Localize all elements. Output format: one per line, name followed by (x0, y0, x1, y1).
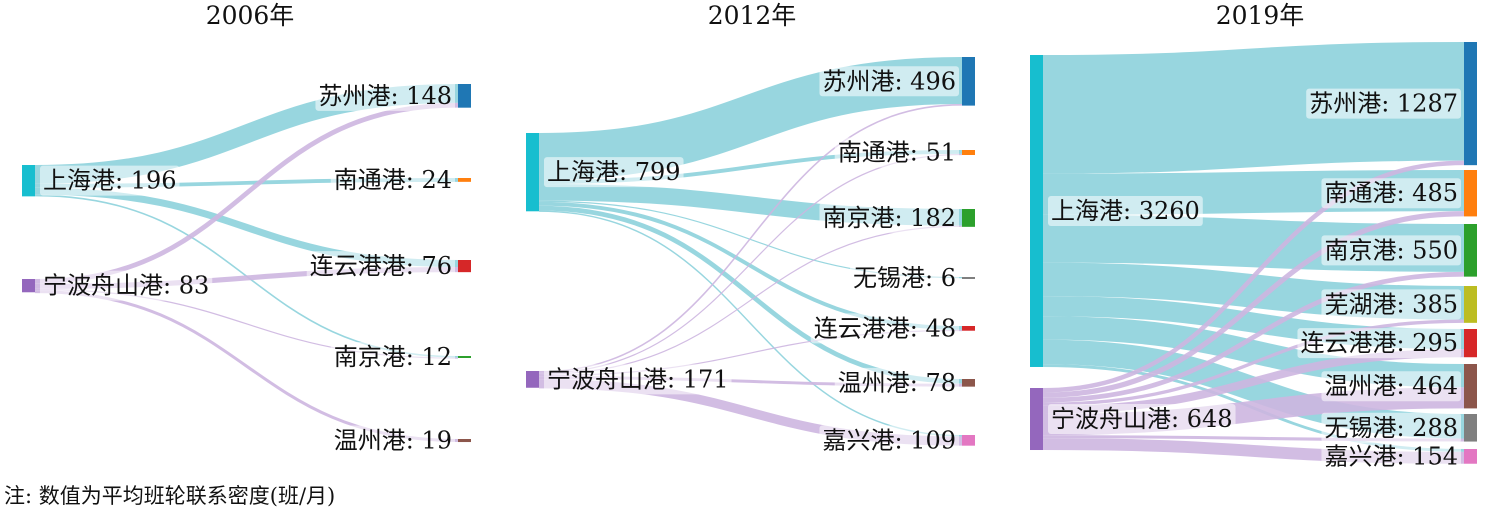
node-label-bg (544, 157, 684, 188)
node-label-bg (834, 137, 959, 168)
node-label-bg (1321, 178, 1461, 209)
node-bar (962, 326, 975, 331)
node-label-bg (40, 165, 180, 196)
node-label: 宁波舟山港: 171 (547, 365, 729, 393)
node-bar (1464, 170, 1477, 217)
node-label: 南通港: 51 (838, 138, 956, 166)
node-bar (1030, 55, 1043, 367)
node-bar (526, 371, 539, 388)
node-label: 连云港港: 48 (814, 314, 956, 342)
node-label: 嘉兴港: 154 (1324, 442, 1458, 470)
node-bar (458, 260, 471, 273)
node-label-bg (1048, 404, 1236, 435)
node-label-bg (1321, 371, 1461, 402)
sankey-link (1042, 160, 1465, 393)
panel-title: 2012年 (708, 1, 797, 30)
sankey-link (538, 104, 963, 373)
node-bar (1464, 42, 1477, 166)
node-label-bg (315, 80, 455, 111)
node-label: 无锡港: 288 (1324, 414, 1458, 442)
node-label: 无锡港: 6 (853, 264, 956, 292)
node-bar (1030, 388, 1043, 451)
node-label-bg (544, 364, 732, 395)
node-label: 温州港: 19 (334, 427, 452, 455)
panel-title: 2006年 (206, 1, 295, 30)
sankey-link (538, 225, 963, 375)
node-bar (962, 277, 975, 279)
node-label: 芜湖港: 385 (1324, 290, 1458, 318)
node-label: 上海港: 3260 (1051, 197, 1200, 225)
node-label-bg (819, 202, 959, 233)
node-bar (1464, 286, 1477, 323)
node-label-bg (306, 251, 455, 282)
panel-title: 2019年 (1216, 1, 1305, 30)
node-label: 南京港: 182 (822, 204, 956, 232)
node-label-bg (834, 367, 959, 398)
node-bar (962, 209, 975, 227)
node-bar (962, 57, 975, 106)
node-bar (1464, 449, 1477, 464)
node-label: 宁波舟山港: 648 (1051, 405, 1233, 433)
node-label: 南通港: 24 (334, 166, 452, 194)
node-label: 温州港: 464 (1324, 372, 1458, 400)
sankey-link (1042, 211, 1465, 398)
sankey-link (1042, 271, 1465, 403)
node-label-bg (850, 263, 959, 293)
node-label-bg (819, 66, 959, 97)
node-label-bg (819, 425, 959, 456)
node-label: 苏州港: 148 (318, 82, 452, 110)
node-label: 上海港: 196 (43, 167, 177, 195)
node-bar (962, 150, 975, 155)
node-bar (22, 279, 35, 293)
node-bar (526, 133, 539, 212)
node-label: 南京港: 12 (334, 343, 452, 371)
node-label-bg (330, 164, 455, 195)
node-label-bg (1306, 88, 1461, 119)
node-label: 温州港: 78 (838, 369, 956, 397)
node-label: 上海港: 799 (547, 158, 681, 186)
node-label-bg (330, 342, 455, 372)
node-bar (22, 165, 35, 197)
node-label-bg (330, 425, 455, 456)
node-bar (1464, 224, 1477, 277)
sankey-link (538, 205, 963, 384)
node-label: 南通港: 485 (1324, 179, 1458, 207)
node-label: 苏州港: 1287 (1309, 90, 1458, 118)
node-bar (1464, 364, 1477, 409)
node-bar (458, 84, 471, 108)
node-label: 宁波舟山港: 83 (43, 272, 209, 300)
node-bar (458, 356, 471, 358)
node-label: 连云港港: 295 (1300, 329, 1458, 357)
node-label-bg (40, 270, 213, 301)
node-label: 嘉兴港: 109 (822, 426, 956, 454)
footnote: 注: 数值为平均班轮联系密度(班/月) (4, 484, 336, 508)
node-label-bg (1321, 289, 1461, 320)
node-bar (962, 435, 975, 446)
node-label-bg (1321, 441, 1461, 472)
node-bar (1464, 414, 1477, 442)
node-label-bg (1321, 412, 1461, 443)
sankey-link (1042, 319, 1465, 406)
node-label-bg (810, 313, 959, 344)
node-label-bg (1297, 328, 1461, 359)
node-bar (1464, 329, 1477, 358)
node-bar (962, 379, 975, 387)
node-bar (458, 439, 471, 443)
sankey-link (538, 210, 963, 437)
node-bar (458, 178, 471, 182)
node-label: 苏州港: 496 (822, 67, 956, 95)
node-label: 南京港: 550 (1324, 236, 1458, 264)
node-label: 连云港港: 76 (310, 252, 452, 280)
node-label-bg (1048, 195, 1203, 226)
node-label-bg (1321, 235, 1461, 266)
